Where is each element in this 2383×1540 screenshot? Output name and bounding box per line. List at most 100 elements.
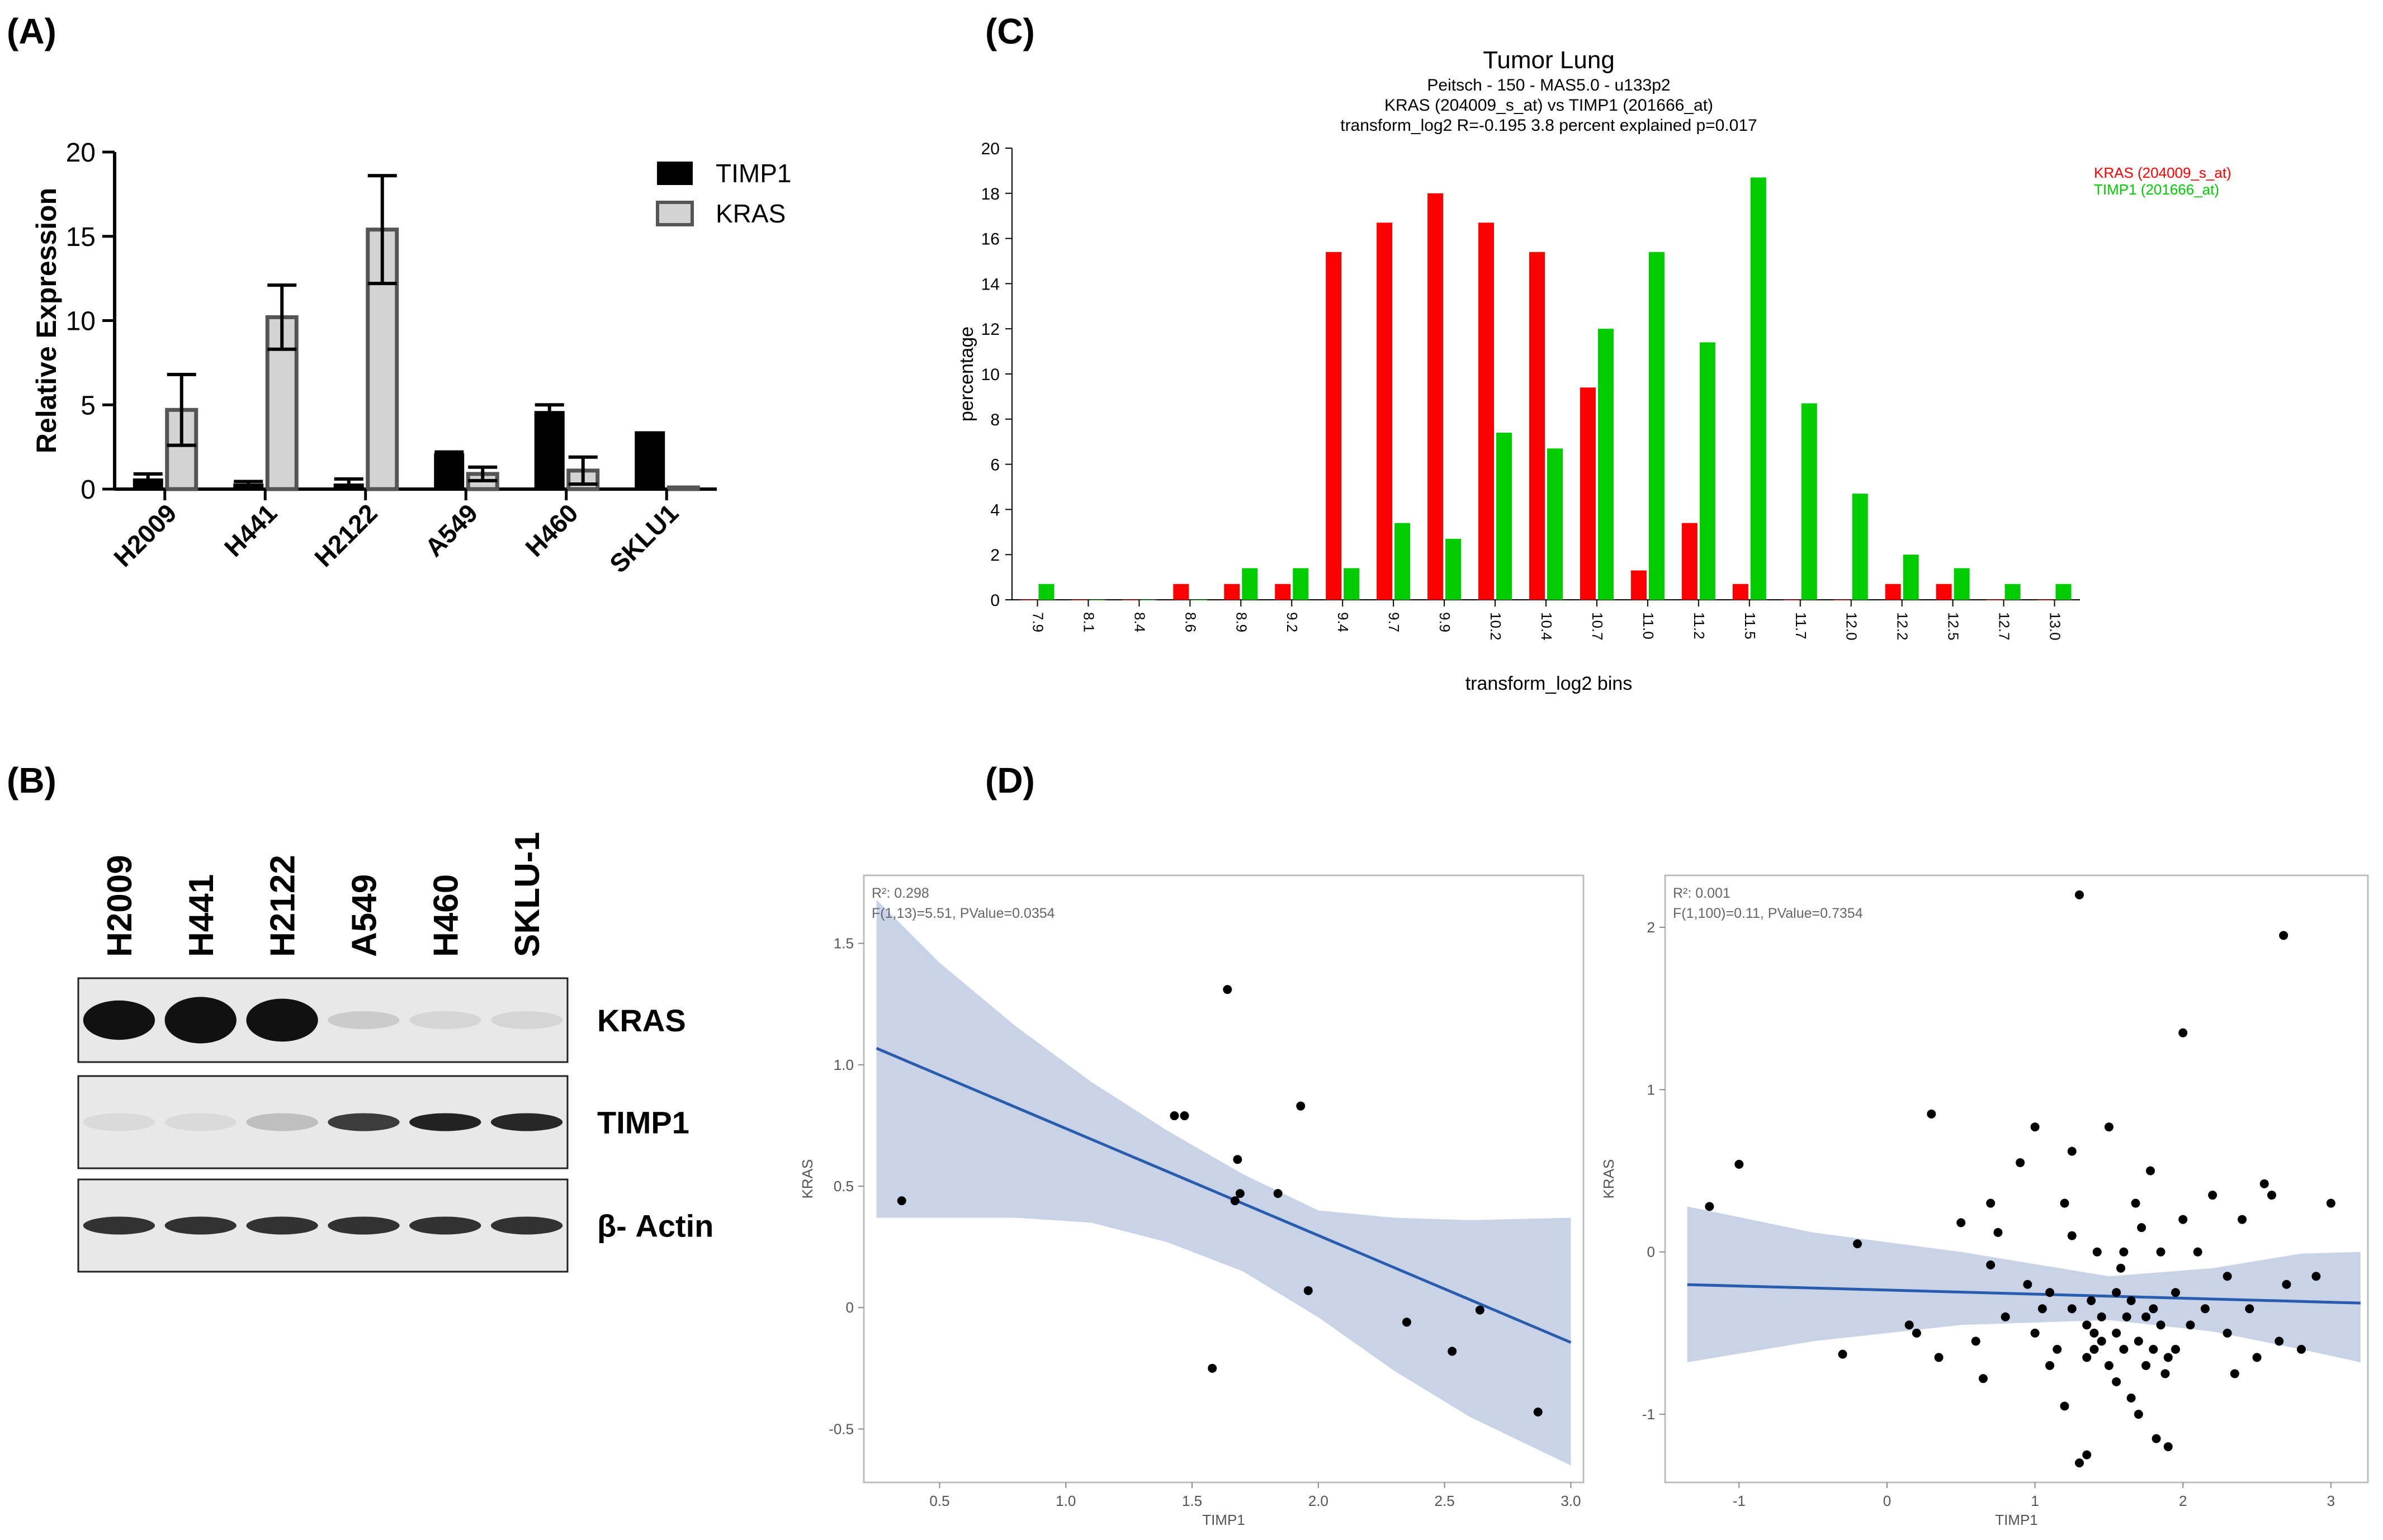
data-point xyxy=(1233,1155,1242,1164)
x-tick-label: 9.2 xyxy=(1284,612,1301,632)
data-point xyxy=(1230,1196,1240,1206)
data-point xyxy=(2163,1442,2173,1452)
annotation-f-stat: F(1,100)=0.11, PValue=0.7354 xyxy=(1673,906,1863,921)
bar-kras-12.5 xyxy=(1936,584,1952,600)
blot-strip-3 xyxy=(77,1178,569,1273)
bar-timp1-10.7 xyxy=(1597,329,1614,600)
panel-label-b: (B) xyxy=(7,760,56,800)
x-tick-label: H2122 xyxy=(309,498,383,572)
data-point xyxy=(2149,1304,2158,1314)
annotation-r-squared: R²: 0.001 xyxy=(1673,885,1730,901)
data-point xyxy=(1927,1109,1936,1119)
data-point xyxy=(2252,1353,2262,1362)
data-point xyxy=(1956,1218,1966,1228)
bar-timp1-a549 xyxy=(434,453,465,490)
bar-timp1-9.7 xyxy=(1394,523,1411,600)
data-point xyxy=(2137,1223,2146,1233)
data-point xyxy=(2060,1401,2069,1411)
data-point xyxy=(2156,1320,2165,1330)
band xyxy=(490,1216,563,1235)
data-point xyxy=(2131,1198,2140,1208)
legend-swatch-kras xyxy=(656,201,694,226)
bar-timp1-8.9 xyxy=(1242,568,1258,600)
chart-subtitle: KRAS (204009_s_at) vs TIMP1 (201666_at) xyxy=(1384,96,1713,115)
x-tick-label: 7.9 xyxy=(1029,612,1046,632)
x-tick-label: 8.9 xyxy=(1233,612,1250,632)
data-point xyxy=(1180,1111,1189,1121)
data-point xyxy=(2171,1344,2180,1354)
data-point xyxy=(1296,1101,1306,1111)
data-point xyxy=(2122,1312,2131,1321)
data-point xyxy=(1448,1347,1457,1356)
x-tick-label: 2.5 xyxy=(1435,1492,1455,1509)
x-tick-label: 11.0 xyxy=(1640,612,1657,639)
data-point xyxy=(1934,1353,1944,1362)
data-point xyxy=(1273,1189,1283,1198)
bar-timp1-sklu1 xyxy=(635,431,665,490)
y-tick-label: 10 xyxy=(66,307,96,337)
data-point xyxy=(1533,1408,1543,1417)
legend-label-kras: KRAS (204009_s_at) xyxy=(2094,164,2231,181)
x-tick-label: SKLU1 xyxy=(604,498,684,578)
bar-kras-10.4 xyxy=(1529,252,1545,600)
data-point xyxy=(2119,1247,2129,1257)
data-point xyxy=(2259,1179,2269,1188)
band xyxy=(409,1113,481,1131)
band xyxy=(328,1216,400,1235)
y-tick-label: 1.0 xyxy=(834,1056,854,1073)
bar-kras-11.5 xyxy=(1732,584,1748,600)
y-tick-label: 5 xyxy=(81,391,96,420)
bar-timp1-12.2 xyxy=(1903,555,1919,600)
data-point xyxy=(2230,1369,2239,1378)
data-point xyxy=(2074,1458,2084,1468)
histogram-tumor-lung: Tumor Lung Peitsch - 150 - MAS5.0 - u133p… xyxy=(956,46,2231,694)
data-point xyxy=(2092,1247,2102,1257)
data-point xyxy=(2275,1337,2284,1346)
data-point xyxy=(2223,1272,2232,1281)
data-point xyxy=(2112,1288,2121,1297)
y-axis-title: percentage xyxy=(956,326,977,421)
x-tick-label: 2 xyxy=(2179,1492,2187,1509)
data-point xyxy=(1734,1159,1744,1169)
chart-subtitle: transform_log2 R=-0.195 3.8 percent expl… xyxy=(1340,116,1757,135)
y-tick-label: 0.5 xyxy=(834,1178,854,1195)
data-point xyxy=(2119,1344,2129,1354)
plot-frame xyxy=(1664,874,2369,1484)
x-tick-label: 1 xyxy=(2031,1492,2039,1509)
data-point xyxy=(2023,1280,2032,1289)
bar-kras-12.2 xyxy=(1885,584,1901,600)
band xyxy=(164,997,237,1044)
band xyxy=(246,1113,318,1131)
band xyxy=(164,1113,237,1131)
bar-timp1-12.7 xyxy=(2004,584,2021,600)
data-point xyxy=(2245,1304,2254,1314)
y-axis-title: KRAS xyxy=(1600,1159,1617,1199)
x-tick-label: 0 xyxy=(1883,1492,1891,1509)
bar-kras-11.0 xyxy=(1630,570,1647,600)
x-tick-label: 3 xyxy=(2327,1492,2335,1509)
data-point xyxy=(2030,1328,2040,1338)
bar-kras-9.2 xyxy=(1275,584,1291,600)
blot-strip-2 xyxy=(77,1075,569,1169)
data-point xyxy=(2053,1344,2062,1354)
lane-label-h441: H441 xyxy=(182,874,221,957)
data-point xyxy=(2089,1344,2099,1354)
y-tick-label: 20 xyxy=(981,140,1000,158)
data-point xyxy=(2145,1166,2155,1176)
x-tick-label: A549 xyxy=(419,498,484,562)
lane-label-a549: A549 xyxy=(345,874,384,957)
x-tick-label: 0.5 xyxy=(929,1492,949,1509)
data-point xyxy=(2223,1328,2232,1338)
data-point xyxy=(1912,1328,1921,1338)
x-tick-label: 12.7 xyxy=(1996,612,2013,641)
band xyxy=(83,1216,155,1235)
data-point xyxy=(2045,1361,2055,1370)
data-point xyxy=(2037,1304,2047,1314)
y-tick-label: -1 xyxy=(1642,1406,1655,1423)
data-point xyxy=(2326,1198,2335,1208)
x-tick-label: 1.0 xyxy=(1056,1492,1076,1509)
data-point xyxy=(2238,1215,2247,1224)
y-tick-label: 0 xyxy=(81,475,96,505)
y-tick-label: 2 xyxy=(990,546,1000,565)
y-tick-label: 12 xyxy=(981,320,1000,339)
